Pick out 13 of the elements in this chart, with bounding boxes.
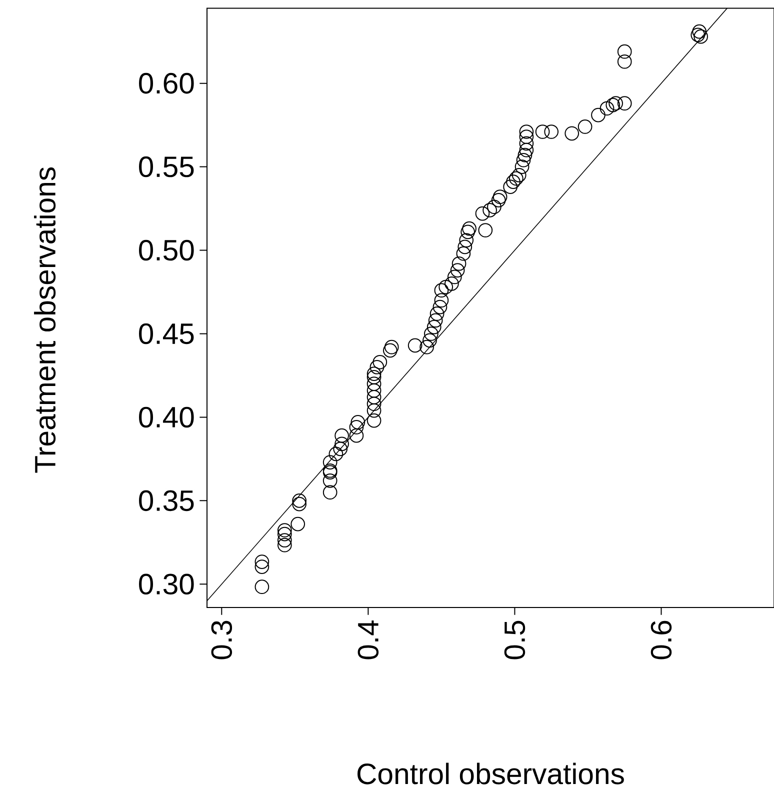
y-tick-label: 0.45 — [139, 323, 194, 344]
x-tick-label: 0.4 — [358, 620, 379, 660]
y-tick-label: 0.35 — [139, 490, 194, 512]
x-tick-label: 0.3 — [211, 620, 232, 660]
y-tick-label: 0.50 — [139, 240, 194, 261]
x-tick-label: 0.5 — [504, 620, 526, 660]
y-tick-label: 0.40 — [139, 406, 194, 428]
x-tick-label: 0.6 — [650, 620, 672, 660]
y-axis-title: Treatment observations — [34, 167, 56, 473]
y-tick-label: 0.30 — [139, 574, 194, 595]
x-axis-title: Control observations — [358, 762, 624, 784]
y-tick-label: 0.60 — [139, 72, 194, 94]
y-tick-label: 0.55 — [139, 156, 194, 178]
